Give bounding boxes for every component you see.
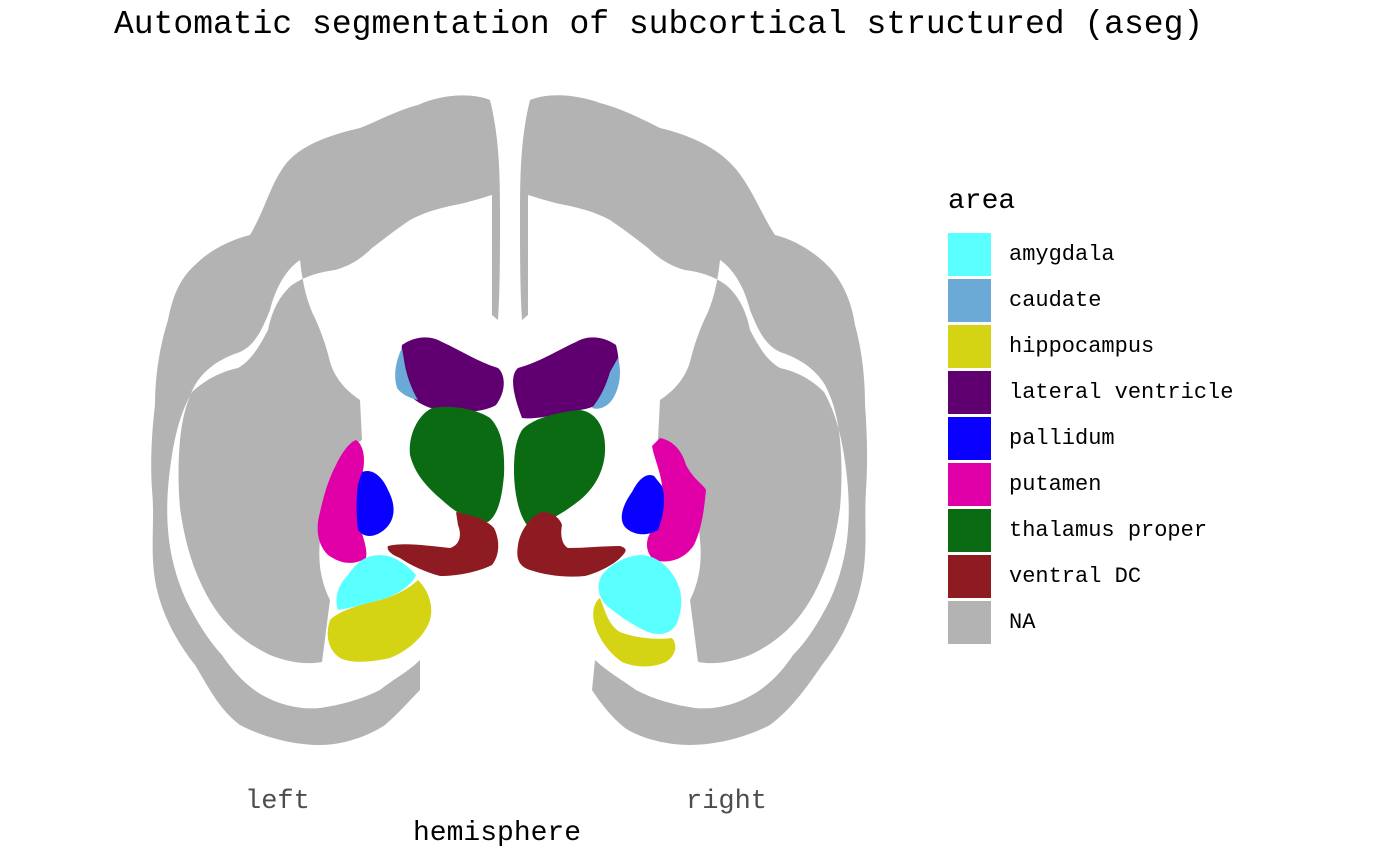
legend-label: thalamus proper — [1009, 517, 1208, 543]
legend-item: amygdala — [948, 231, 1233, 277]
x-axis-title: hemisphere — [413, 818, 582, 849]
x-tick-left: left — [245, 787, 310, 817]
right-pallidum — [621, 474, 665, 535]
right-caudate — [592, 358, 620, 409]
x-tick-right: right — [686, 787, 768, 817]
chart-title: Automatic segmentation of subcortical st… — [114, 6, 1204, 43]
legend-item: ventral DC — [948, 553, 1233, 599]
legend-label: hippocampus — [1009, 333, 1155, 359]
right-hippocampus — [593, 598, 676, 667]
legend-label: NA — [1009, 609, 1036, 635]
legend-items: amygdala caudate hippocampus lateral ventri… — [948, 231, 1233, 645]
left-lateral-ventricle — [400, 337, 504, 413]
right-ventral-dc — [517, 512, 626, 577]
left-cortex-region — [151, 95, 500, 746]
legend-label: putamen — [1009, 471, 1102, 497]
left-ventral-dc — [387, 512, 499, 576]
left-caudate — [395, 348, 418, 400]
legend-swatch — [948, 278, 991, 322]
legend-swatch — [948, 508, 991, 552]
legend-swatch — [948, 370, 991, 414]
legend: area amygdala caudate hippocampus lateral v… — [948, 186, 1233, 645]
legend-label: pallidum — [1009, 425, 1115, 451]
legend-label: ventral DC — [1009, 563, 1142, 589]
right-thalamus — [514, 410, 606, 528]
legend-item: NA — [948, 599, 1233, 645]
right-amygdala — [598, 555, 682, 634]
left-amygdala — [336, 555, 416, 610]
legend-item: putamen — [948, 461, 1233, 507]
legend-swatch — [948, 416, 991, 460]
legend-item: lateral ventricle — [948, 369, 1233, 415]
legend-item: caudate — [948, 277, 1233, 323]
legend-label: lateral ventricle — [1009, 379, 1234, 405]
legend-swatch — [948, 462, 991, 506]
right-cortex-region — [520, 95, 868, 745]
left-thalamus — [409, 406, 505, 522]
legend-item: thalamus proper — [948, 507, 1233, 553]
legend-title: area — [948, 186, 1016, 217]
legend-swatch — [948, 232, 991, 276]
left-putamen — [317, 440, 367, 563]
legend-item: hippocampus — [948, 323, 1233, 369]
left-hippocampus — [327, 580, 432, 662]
right-putamen — [646, 438, 706, 562]
legend-swatch — [948, 554, 991, 598]
legend-swatch — [948, 600, 991, 644]
legend-swatch — [948, 324, 991, 368]
legend-label: amygdala — [1009, 241, 1115, 267]
legend-label: caudate — [1009, 287, 1102, 313]
right-lateral-ventricle — [513, 337, 619, 419]
left-pallidum — [356, 470, 394, 536]
legend-item: pallidum — [948, 415, 1233, 461]
